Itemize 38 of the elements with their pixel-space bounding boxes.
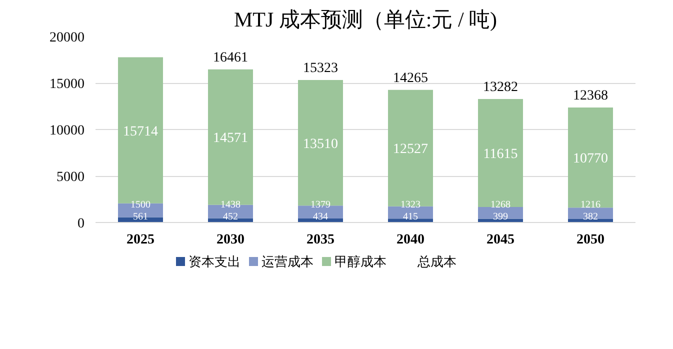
legend-label: 运营成本 [262, 254, 314, 269]
chart-title: MTJ 成本预测（单位:元 / 吨) [234, 8, 498, 32]
bar [298, 80, 343, 206]
y-tick-label: 0 [78, 216, 84, 232]
data-label: 10770 [573, 152, 608, 167]
data-label: 1438 [220, 200, 240, 210]
y-tick-label: 15000 [50, 77, 84, 92]
x-tick-label: 2030 [216, 232, 244, 248]
data-label: 15714 [123, 124, 158, 140]
legend-label: 甲醇成本 [334, 254, 386, 269]
y-tick-label: 10000 [50, 124, 84, 138]
x-tick-label: 2045 [486, 232, 514, 248]
total-label: 12368 [573, 88, 608, 104]
data-label: 1268 [490, 200, 510, 210]
data-label: 12527 [393, 142, 428, 158]
data-label: 1323 [400, 200, 420, 210]
total-label: 16461 [213, 50, 248, 66]
x-tick-label: 2050 [576, 232, 604, 248]
data-label: 13510 [303, 136, 338, 152]
total-label: 15323 [303, 60, 338, 76]
bar [388, 90, 433, 206]
y-tick-label: 20000 [50, 30, 84, 46]
data-label: 1500 [130, 200, 150, 210]
y-tick-label: 5000 [56, 170, 84, 185]
bar [568, 107, 613, 208]
x-tick-label: 2035 [306, 232, 334, 248]
legend-label: 资本支出 [188, 254, 240, 269]
data-label: 561 [133, 212, 148, 222]
data-label: 1216 [580, 200, 600, 210]
data-label: 11615 [483, 146, 518, 162]
text: 总成本 [416, 254, 456, 269]
data-label: 14571 [213, 131, 248, 146]
total-label: 14265 [393, 70, 428, 86]
x-tick-label: 2025 [126, 232, 154, 248]
data-label: 1379 [310, 200, 330, 210]
total-label: 13282 [483, 80, 518, 95]
bar [478, 98, 523, 207]
x-tick-label: 2040 [396, 232, 424, 248]
